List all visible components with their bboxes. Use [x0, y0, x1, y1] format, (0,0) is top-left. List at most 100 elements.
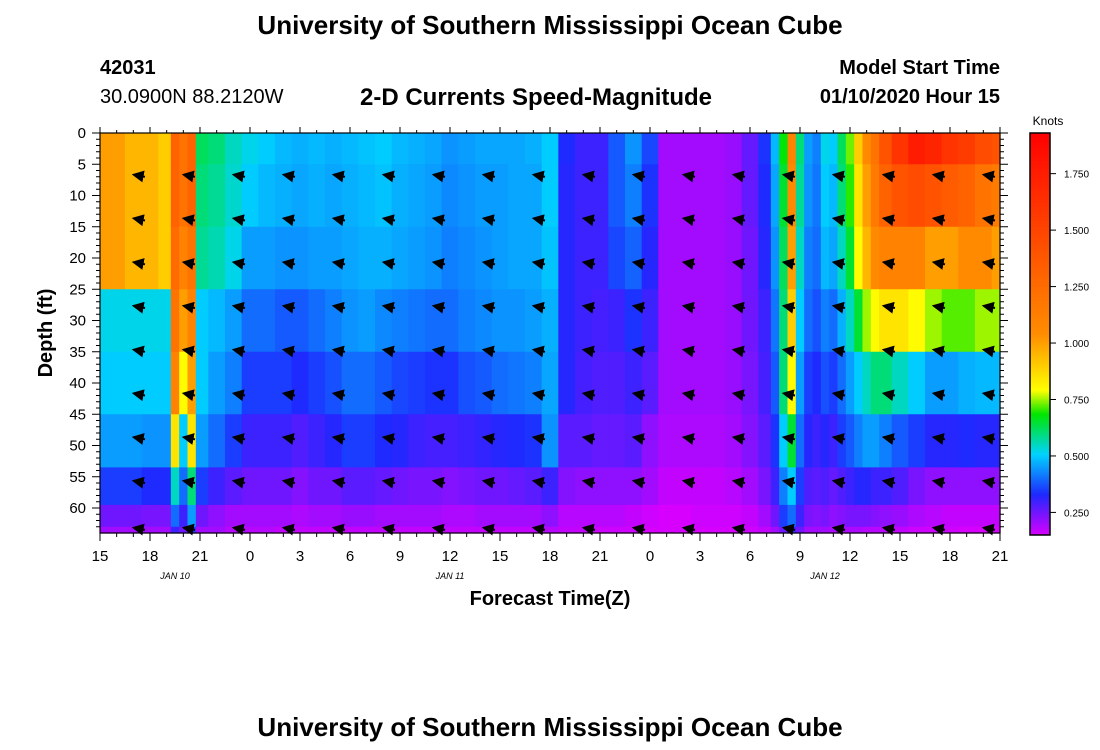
heatmap-cell	[458, 526, 476, 534]
heatmap-cell	[625, 414, 643, 468]
current-vector	[531, 258, 546, 270]
heatmap-cell	[225, 467, 243, 506]
current-vector	[231, 258, 246, 270]
heatmap-cell	[804, 164, 814, 228]
heatmap-cell	[491, 351, 509, 415]
current-vector	[331, 389, 346, 402]
current-vector	[631, 523, 646, 536]
heatmap-cell	[591, 351, 609, 415]
current-vector	[281, 301, 296, 314]
current-vector	[331, 523, 346, 536]
heatmap-cell	[375, 504, 393, 528]
heatmap-cell	[541, 351, 559, 415]
heatmap-cell	[675, 504, 693, 528]
current-vector	[181, 389, 196, 402]
heatmap-cell	[725, 504, 743, 528]
colorbar-tick-label: 0.250	[1064, 508, 1089, 519]
heatmap-cell	[141, 289, 159, 353]
heatmap-cell	[241, 164, 259, 228]
heatmap-cell	[475, 414, 493, 468]
heatmap-cell	[425, 467, 443, 506]
heatmap-cell	[100, 414, 109, 468]
x-tick-label: 6	[346, 548, 354, 565]
current-vector	[781, 170, 796, 183]
heatmap-cell	[758, 289, 772, 353]
heatmap-cell	[475, 289, 493, 353]
heatmap-cell	[770, 133, 780, 165]
heatmap-cell	[208, 133, 226, 165]
heatmap-cell	[258, 526, 276, 534]
heatmap-cell	[941, 351, 959, 415]
heatmap-cell	[208, 226, 226, 290]
heatmap-cell	[862, 526, 872, 534]
heatmap-cell	[641, 289, 659, 353]
current-vector	[331, 301, 346, 314]
current-vector	[631, 170, 646, 183]
heatmap-cell	[100, 526, 109, 534]
heatmap-cell	[108, 351, 126, 415]
heatmap-cell	[591, 133, 609, 165]
heatmap-cell	[908, 526, 926, 534]
heatmap-cell	[675, 351, 693, 415]
heatmap-cell	[575, 504, 593, 528]
heatmap-cell	[770, 351, 780, 415]
station-id: 42031	[100, 57, 156, 79]
heatmap-cell	[208, 351, 226, 415]
heatmap-cell	[458, 504, 476, 528]
heatmap-cell	[958, 467, 976, 506]
current-vector	[831, 170, 846, 183]
heatmap-cell	[375, 414, 393, 468]
heatmap-cell	[787, 133, 797, 165]
heatmap-cell	[691, 414, 709, 468]
heatmap-cell	[820, 289, 830, 353]
current-vector	[231, 214, 246, 227]
x-tick-label: 9	[396, 548, 404, 565]
heatmap-cell	[491, 504, 509, 528]
current-vector	[831, 345, 846, 358]
heatmap-cell	[845, 467, 855, 506]
heatmap-cell	[829, 467, 839, 506]
heatmap-cell	[691, 467, 709, 506]
heatmap-cell	[925, 226, 943, 290]
heatmap-cell	[708, 504, 726, 528]
heatmap-cell	[187, 414, 197, 468]
heatmap-cell	[725, 226, 743, 290]
heatmap-cell	[458, 414, 476, 468]
heatmap-cell	[308, 504, 326, 528]
heatmap-cell	[879, 467, 893, 506]
heatmap-cell	[741, 467, 759, 506]
current-vector	[731, 345, 746, 358]
heatmap-cell	[608, 526, 626, 534]
heatmap-cell	[787, 414, 797, 468]
heatmap-cell	[741, 164, 759, 228]
heatmap-cell	[187, 289, 197, 353]
heatmap-cell	[625, 467, 643, 506]
date-label: JAN 10	[159, 571, 190, 581]
heatmap-cell	[975, 289, 993, 353]
heatmap-cell	[441, 226, 459, 290]
heatmap-cell	[141, 226, 159, 290]
heatmap-cell	[408, 133, 426, 165]
heatmap-cell	[508, 289, 526, 353]
x-tick-label: 21	[192, 548, 209, 565]
heatmap-cell	[291, 226, 309, 290]
heatmap-cell	[625, 289, 643, 353]
heatmap-cell	[837, 164, 847, 228]
heatmap-cell	[341, 351, 359, 415]
heatmap-cell	[608, 164, 626, 228]
current-vector	[131, 258, 146, 270]
current-vector	[331, 476, 346, 489]
heatmap-cell	[525, 226, 543, 290]
heatmap-cell	[425, 226, 443, 290]
heatmap-cell	[758, 414, 772, 468]
heatmap-cell	[845, 164, 855, 228]
heatmap-cell	[779, 414, 789, 468]
heatmap-cell	[608, 133, 626, 165]
heatmap-cell	[812, 526, 822, 534]
heatmap-cell	[879, 226, 893, 290]
heatmap-cell	[837, 351, 847, 415]
heatmap-cell	[208, 504, 226, 528]
heatmap-cell	[225, 164, 243, 228]
heatmap-cell	[941, 504, 959, 528]
